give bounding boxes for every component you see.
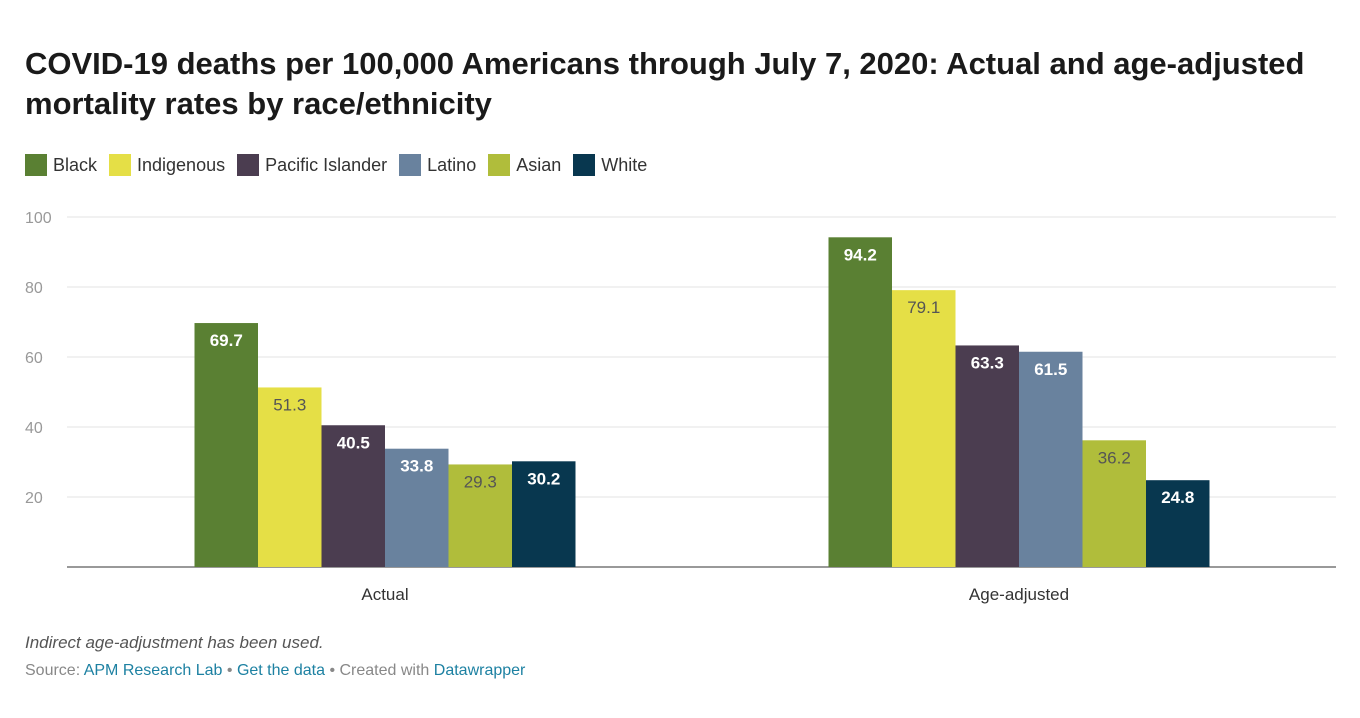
bar-indigenous-actual	[258, 387, 322, 567]
datawrapper-link[interactable]: Datawrapper	[433, 662, 526, 679]
y-tick-label: 80	[25, 280, 43, 297]
value-label-pacific-islander-age-adjusted: 63.3	[971, 353, 1004, 372]
chart-footer: Source: APM Research Lab • Get the data …	[25, 662, 525, 680]
legend-swatch	[237, 154, 260, 176]
value-label-asian-age-adjusted: 36.2	[1098, 448, 1131, 467]
y-tick-label: 20	[25, 490, 43, 507]
bar-asian-age-adjusted	[1082, 440, 1146, 567]
value-label-black-actual: 69.7	[210, 331, 243, 350]
legend-label: Indigenous	[137, 154, 226, 175]
get-data-link[interactable]: Get the data	[236, 662, 325, 679]
legend-label: Black	[53, 154, 98, 175]
chart-notes: Indirect age-adjustment has been used.	[25, 633, 324, 652]
value-label-pacific-islander-actual: 40.5	[337, 433, 370, 452]
y-tick-label: 100	[25, 210, 52, 227]
value-label-white-actual: 30.2	[527, 469, 560, 488]
x-category-label: Age-adjusted	[969, 585, 1069, 604]
value-label-latino-actual: 33.8	[400, 457, 433, 476]
legend-swatch	[399, 154, 422, 176]
legend-label: White	[601, 154, 648, 175]
legend-item-indigenous: Indigenous	[109, 154, 225, 176]
footer-separator: •	[222, 662, 237, 679]
chart-legend: Black Indigenous Pacific Islander Latino Asi…	[25, 154, 659, 176]
y-tick-label: 40	[25, 420, 43, 437]
bar-black-actual	[194, 323, 258, 567]
legend-swatch	[109, 154, 132, 176]
bar-white-actual	[512, 461, 576, 567]
value-label-asian-actual: 29.3	[464, 472, 497, 491]
value-label-indigenous-actual: 51.3	[273, 395, 306, 414]
legend-label: Latino	[427, 154, 477, 175]
legend-item-asian: Asian	[488, 154, 561, 176]
legend-item-pacific-islander: Pacific Islander	[237, 154, 387, 176]
bar-latino-actual	[385, 448, 449, 567]
bar-pacific-islander-age-adjusted	[955, 345, 1019, 567]
bar-pacific-islander-actual	[321, 425, 385, 567]
legend-label: Asian	[516, 154, 562, 175]
chart-title: COVID-19 deaths per 100,000 Americans th…	[25, 46, 1305, 121]
bar-latino-age-adjusted	[1019, 351, 1083, 567]
legend-item-white: White	[573, 154, 647, 176]
legend-swatch	[573, 154, 596, 176]
value-label-latino-age-adjusted: 61.5	[1034, 360, 1067, 379]
bar-chart: 20 40 60 80 100 69.7 51.3 40.5 33.8 29.3 30.2 Actua…	[25, 210, 1336, 604]
bar-black-age-adjusted	[828, 237, 892, 568]
x-category-label: Actual	[361, 585, 408, 604]
y-tick-label: 60	[25, 350, 43, 367]
value-label-indigenous-age-adjusted: 79.1	[907, 298, 940, 317]
legend-label: Pacific Islander	[265, 154, 388, 175]
bar-white-age-adjusted	[1146, 480, 1210, 567]
value-label-black-age-adjusted: 94.2	[844, 245, 877, 264]
legend-item-black: Black	[25, 154, 97, 176]
bar-indigenous-age-adjusted	[892, 290, 956, 567]
legend-item-latino: Latino	[399, 154, 476, 176]
source-link[interactable]: APM Research Lab	[83, 662, 223, 679]
created-with-text: • Created with	[325, 662, 434, 679]
value-label-white-age-adjusted: 24.8	[1161, 488, 1194, 507]
bar-asian-actual	[448, 464, 512, 567]
source-prefix: Source:	[25, 662, 84, 679]
legend-swatch	[488, 154, 511, 176]
legend-swatch	[25, 154, 47, 176]
